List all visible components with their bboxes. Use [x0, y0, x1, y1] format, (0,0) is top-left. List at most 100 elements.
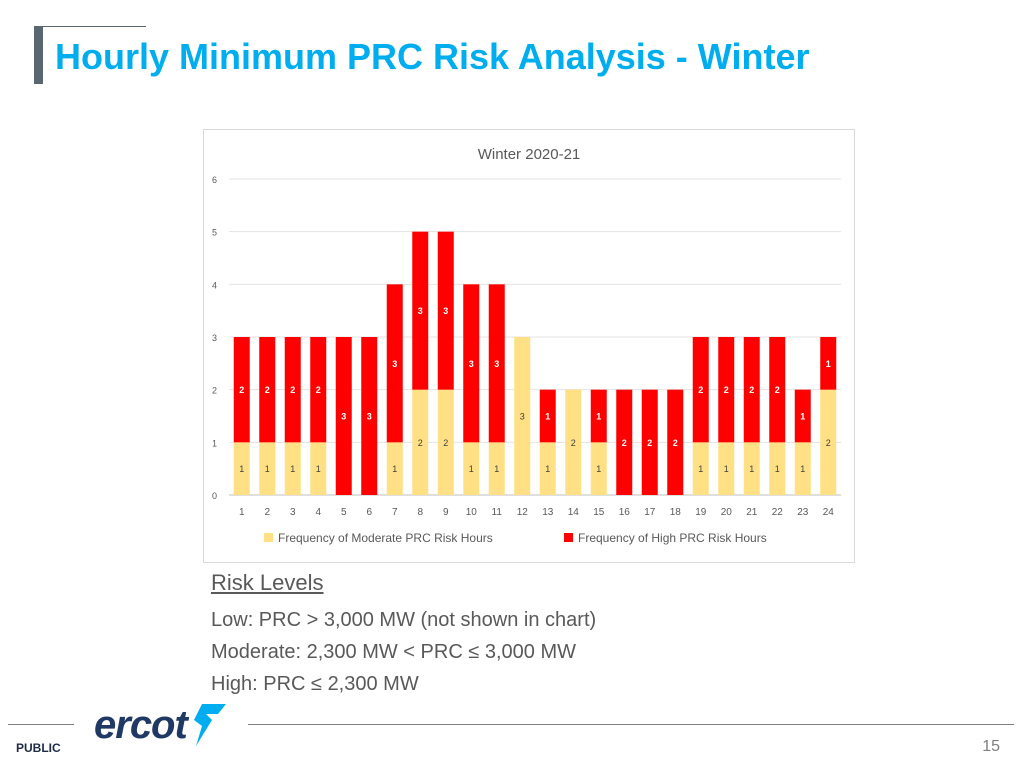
- high-bar: [667, 389, 684, 495]
- y-tick-label: 1: [212, 438, 217, 448]
- x-tick-label: 2: [264, 507, 270, 518]
- data-label: 1: [596, 412, 601, 422]
- y-tick-label: 4: [212, 280, 217, 290]
- y-tick-label: 5: [212, 228, 217, 238]
- data-label: 2: [749, 385, 754, 395]
- high-bar: [743, 337, 760, 443]
- data-label: 1: [724, 464, 729, 474]
- high-bar: [616, 389, 633, 495]
- x-tick-label: 14: [568, 507, 580, 518]
- y-tick-label: 2: [212, 386, 217, 396]
- x-tick-label: 10: [466, 507, 478, 518]
- x-tick-label: 4: [315, 507, 321, 518]
- x-tick-label: 8: [417, 507, 423, 518]
- data-label: 2: [673, 438, 678, 448]
- legend-swatch-moderate: [264, 533, 273, 542]
- high-bar: [820, 337, 837, 390]
- x-tick-label: 11: [492, 507, 503, 518]
- stacked-bar-chart: Winter 2020-2101234561211221231243536137…: [212, 146, 841, 545]
- moderate-bar: [769, 442, 786, 495]
- high-bar: [233, 337, 250, 443]
- data-label: 3: [443, 306, 448, 316]
- footer-rule-right: [248, 724, 1014, 725]
- data-label: 1: [545, 412, 550, 422]
- moderate-bar: [565, 389, 582, 495]
- data-label: 2: [239, 385, 244, 395]
- data-label: 1: [800, 464, 805, 474]
- data-label: 2: [290, 385, 295, 395]
- moderate-bar: [794, 442, 811, 495]
- moderate-bar: [284, 442, 301, 495]
- moderate-bar: [233, 442, 250, 495]
- risk-levels-heading: Risk Levels: [211, 570, 324, 595]
- high-bar: [488, 284, 505, 443]
- data-label: 3: [367, 412, 372, 422]
- y-tick-label: 6: [212, 175, 217, 185]
- high-bar: [718, 337, 735, 443]
- data-label: 2: [265, 385, 270, 395]
- x-tick-label: 19: [695, 507, 707, 518]
- slide-title: Hourly Minimum PRC Risk Analysis - Winte…: [55, 36, 810, 77]
- moderate-bar: [488, 442, 505, 495]
- x-tick-label: 3: [290, 507, 296, 518]
- x-tick-label: 24: [823, 507, 835, 518]
- data-label: 2: [418, 438, 423, 448]
- high-bar: [539, 389, 556, 443]
- data-label: 3: [494, 359, 499, 369]
- data-label: 3: [392, 359, 397, 369]
- data-label: 1: [290, 464, 295, 474]
- chart-title: Winter 2020-21: [478, 146, 581, 163]
- high-bar: [361, 337, 378, 495]
- data-label: 2: [622, 438, 627, 448]
- moderate-bar: [820, 389, 837, 495]
- risk-level-high: High: PRC ≤ 2,300 MW: [211, 673, 419, 695]
- chart-frame: Winter 2020-21 0 1 2 3 4 5 6 1 2 1 1 2 2 1 2 3 1 2 4 3 5 3 6 1 3 7…: [203, 129, 855, 563]
- moderate-bar: [259, 442, 276, 495]
- data-label: 2: [698, 385, 703, 395]
- risk-levels-panel: Risk Levels Low: PRC > 3,000 MW (not sho…: [211, 570, 596, 700]
- data-label: 2: [316, 385, 321, 395]
- high-bar: [641, 389, 658, 495]
- y-tick-label: 0: [212, 491, 217, 501]
- ercot-logo: ercot: [94, 703, 226, 747]
- x-tick-label: 15: [593, 507, 605, 518]
- x-tick-label: 9: [443, 507, 449, 518]
- data-label: 3: [418, 306, 423, 316]
- x-tick-label: 5: [341, 507, 347, 518]
- moderate-bar: [743, 442, 760, 495]
- x-tick-label: 16: [619, 507, 631, 518]
- high-bar: [386, 284, 403, 443]
- data-label: 2: [443, 438, 448, 448]
- data-label: 1: [775, 464, 780, 474]
- data-label: 2: [647, 438, 652, 448]
- x-tick-label: 13: [542, 507, 554, 518]
- data-label: 1: [596, 464, 601, 474]
- data-label: 1: [545, 464, 550, 474]
- data-label: 3: [341, 412, 346, 422]
- moderate-bar: [590, 442, 607, 495]
- high-bar: [259, 337, 276, 443]
- x-tick-label: 22: [772, 507, 784, 518]
- x-tick-label: 21: [746, 507, 758, 518]
- data-label: 1: [239, 464, 244, 474]
- legend-label-moderate: Frequency of Moderate PRC Risk Hours: [278, 531, 493, 545]
- data-label: 1: [265, 464, 270, 474]
- data-label: 1: [698, 464, 703, 474]
- title-accent-bar: [34, 26, 43, 84]
- data-label: 3: [520, 412, 525, 422]
- high-bar: [692, 337, 709, 443]
- page-number: 15: [982, 738, 1000, 755]
- moderate-bar: [437, 389, 454, 495]
- risk-level-low: Low: PRC > 3,000 MW (not shown in chart): [211, 609, 597, 631]
- high-bar: [463, 284, 480, 443]
- high-bar: [590, 389, 607, 443]
- x-tick-label: 18: [670, 507, 682, 518]
- footer-rule-left: [8, 724, 74, 725]
- data-label: 1: [800, 412, 805, 422]
- risk-level-moderate: Moderate: 2,300 MW < PRC ≤ 3,000 MW: [211, 641, 576, 663]
- title-accent-rule: [43, 26, 146, 27]
- high-bar: [335, 337, 352, 495]
- data-label: 1: [749, 464, 754, 474]
- high-bar: [769, 337, 786, 443]
- footer-public-label: PUBLIC: [16, 741, 61, 755]
